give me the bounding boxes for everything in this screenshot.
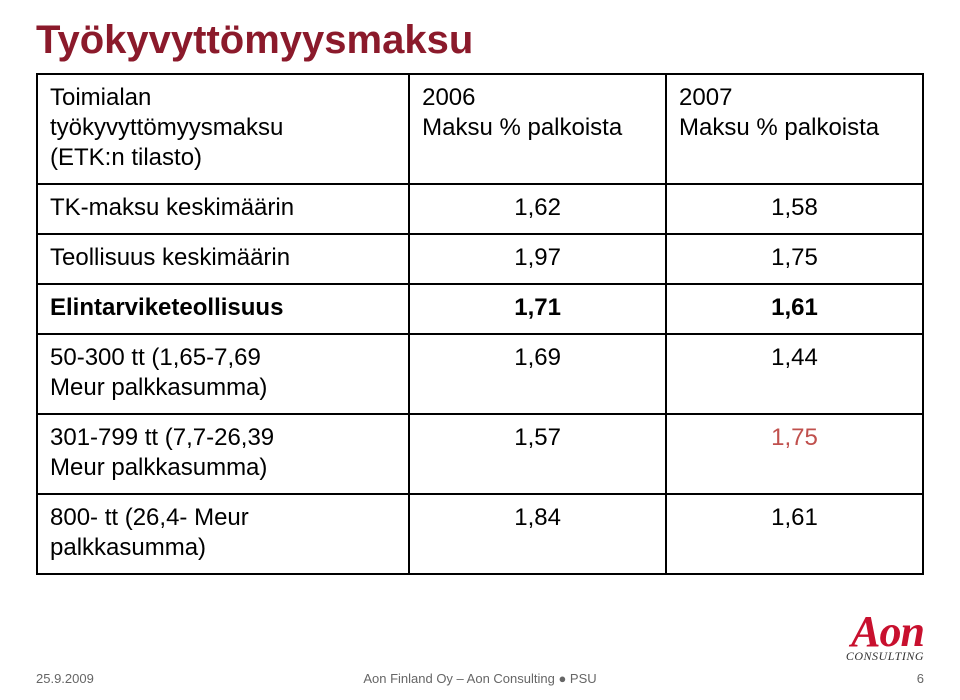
col-header-0: Toimialan työkyvyttömyysmaksu (ETK:n til… [37,74,409,184]
data-table: Toimialan työkyvyttömyysmaksu (ETK:n til… [36,73,924,575]
row-v2: 1,61 [666,284,923,334]
row-label: 50-300 tt (1,65-7,69 Meur palkkasumma) [37,334,409,414]
row-label: Elintarviketeollisuus [37,284,409,334]
row-label: TK-maksu keskimäärin [37,184,409,234]
row-label: Teollisuus keskimäärin [37,234,409,284]
logo: Aon CONSULTING [846,610,924,662]
table-row: Teollisuus keskimäärin 1,97 1,75 [37,234,923,284]
col-header-2: 2007 Maksu % palkoista [666,74,923,184]
row-v1: 1,57 [409,414,666,494]
row-v1: 1,84 [409,494,666,574]
row-v1: 1,71 [409,284,666,334]
col-header-1: 2006 Maksu % palkoista [409,74,666,184]
row-v2: 1,58 [666,184,923,234]
footer-center: Aon Finland Oy – Aon Consulting ● PSU [36,671,924,686]
table-row: 800- tt (26,4- Meur palkkasumma) 1,84 1,… [37,494,923,574]
table-row: 301-799 tt (7,7-26,39 Meur palkkasumma) … [37,414,923,494]
row-v2: 1,44 [666,334,923,414]
footer: 25.9.2009 Aon Finland Oy – Aon Consultin… [36,671,924,686]
row-v2: 1,75 [666,414,923,494]
logo-sub: CONSULTING [846,650,924,662]
row-v1: 1,97 [409,234,666,284]
row-v1: 1,69 [409,334,666,414]
row-v2: 1,75 [666,234,923,284]
row-v1: 1,62 [409,184,666,234]
row-v2: 1,61 [666,494,923,574]
logo-main: Aon [846,610,924,654]
table-row: TK-maksu keskimäärin 1,62 1,58 [37,184,923,234]
table-header-row: Toimialan työkyvyttömyysmaksu (ETK:n til… [37,74,923,184]
page-title: Työkyvyttömyysmaksu [36,18,924,63]
table-row: Elintarviketeollisuus 1,71 1,61 [37,284,923,334]
row-label: 800- tt (26,4- Meur palkkasumma) [37,494,409,574]
row-label: 301-799 tt (7,7-26,39 Meur palkkasumma) [37,414,409,494]
table-row: 50-300 tt (1,65-7,69 Meur palkkasumma) 1… [37,334,923,414]
